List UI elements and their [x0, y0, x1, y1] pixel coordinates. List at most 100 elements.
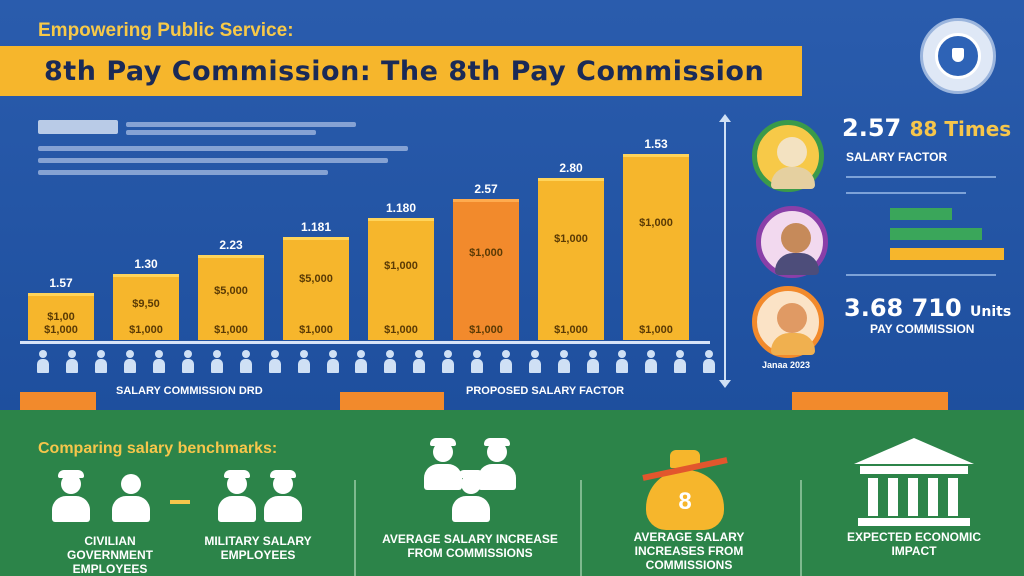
tab-accent [340, 392, 444, 410]
worker-head [461, 474, 481, 494]
person-head [386, 350, 395, 358]
person-icon [239, 350, 253, 374]
military-worker-icon [262, 468, 304, 524]
person-head [125, 350, 134, 358]
person-icon [615, 350, 629, 374]
bar-base-label: $1,000 [469, 324, 503, 336]
person-body [587, 359, 600, 373]
person-body [210, 359, 223, 373]
worker-head [121, 474, 141, 494]
desc-line [38, 158, 388, 163]
arrow-icon [170, 500, 190, 504]
page-title: 8th Pay Commission: The 8th Pay Commissi… [44, 56, 765, 87]
economic-impact-caption: EXPECTED ECONOMIC IMPACT [846, 530, 981, 558]
worker-body [264, 496, 302, 522]
person-head [589, 350, 598, 358]
person-icon [36, 350, 50, 374]
stat-divider [846, 274, 996, 276]
worker-head [61, 474, 81, 494]
bar-base-label: $1,000 [214, 324, 248, 336]
bottom-panel [0, 410, 1024, 576]
stat-top-number: 2.57 [842, 114, 902, 142]
worker-group-icon [450, 468, 492, 524]
building-lintel [860, 466, 968, 474]
person-icon [528, 350, 542, 374]
stat-top-value: 2.57 88 Times [842, 114, 1011, 142]
salary-increase-caption: AVERAGE SALARY INCREASES FROM COMMISSION… [633, 530, 745, 572]
person-body [645, 359, 658, 373]
person-icon [210, 350, 224, 374]
avatar-face [777, 137, 807, 167]
person-head [328, 350, 337, 358]
person-head [444, 350, 453, 358]
bar-top-label: 2.80 [559, 161, 583, 175]
bar-top-label: 2.23 [219, 238, 243, 252]
person-head [212, 350, 221, 358]
kicker-text: Empowering Public Service: [38, 20, 294, 41]
bar-base-label: $1,000 [639, 324, 673, 336]
stat-bottom-value: 3.68 710 Units [844, 294, 1011, 322]
bar-value-label: $1,000 [639, 217, 673, 229]
tab-accent [792, 392, 948, 410]
bar: 1.53 $1,000 $1,000 [623, 137, 689, 340]
bar-value-label: $1,000 [554, 233, 588, 245]
person-head [39, 350, 47, 358]
person-body [297, 359, 310, 373]
avatar-torso [771, 167, 815, 189]
person-head [560, 350, 569, 358]
stat-bottom-label: PAY COMMISSION [870, 322, 975, 336]
stat-bar-green [890, 208, 952, 220]
person-body [413, 359, 426, 373]
avatar-torso [771, 333, 815, 355]
person-head [154, 350, 163, 358]
person-head [647, 350, 656, 358]
civilian-worker-icon [50, 468, 92, 524]
person-body [94, 359, 107, 373]
avatar-face [777, 303, 807, 333]
avatar [752, 286, 824, 358]
person-body [529, 359, 542, 373]
bar: 1.181 $5,000 $1,000 [283, 220, 349, 340]
stat-bar-yellow [890, 248, 1004, 260]
section-divider [580, 480, 582, 576]
bar: 2.80 $1,000 $1,000 [538, 161, 604, 340]
avatar-torso [775, 253, 819, 275]
military-caption: MILITARY SALARY EMPLOYEES [204, 534, 312, 562]
section-tabs [0, 392, 1024, 410]
person-icon [354, 350, 368, 374]
person-head [415, 350, 424, 358]
desc-line [126, 122, 356, 127]
person-head [241, 350, 250, 358]
bag-mark: 8 [678, 488, 692, 515]
government-building-icon [854, 438, 974, 530]
worker-body [218, 496, 256, 522]
bar: 1.30 $9,50 $1,000 [113, 257, 179, 340]
person-icon [673, 350, 687, 374]
person-head [96, 350, 105, 358]
person-icon [383, 350, 397, 374]
worker-group-icon [422, 436, 464, 492]
stat-divider [846, 192, 966, 194]
civilian-worker-icon [110, 468, 152, 524]
civilian-caption: CIVILIAN GOVERNMENT EMPLOYEES [66, 534, 153, 576]
emblem-inner [935, 33, 981, 79]
stat-bottom-accent: Units [970, 304, 1012, 320]
person-head [502, 350, 511, 358]
building-base [858, 518, 970, 526]
worker-body [112, 496, 150, 522]
bar-top-label: 1.30 [134, 257, 158, 271]
stat-top-accent: 88 Times [909, 117, 1012, 141]
bar-chart: 1.57 $1,00 $1,000 1.30 $9,50 $1,000 2.23 $5,000… [20, 120, 720, 350]
person-body [181, 359, 194, 373]
person-body [673, 359, 686, 373]
person-head [270, 350, 279, 358]
person-icon [65, 350, 79, 374]
person-icon [702, 350, 716, 374]
x-axis-label-right: PROPOSED SALARY FACTOR [466, 385, 625, 397]
bar-top-label: 1.181 [300, 220, 332, 234]
bar-value-label: $1,00 [47, 311, 75, 323]
scale-arrow [719, 114, 731, 388]
desc-line [126, 130, 316, 135]
person-head [531, 350, 540, 358]
person-body [123, 359, 136, 373]
